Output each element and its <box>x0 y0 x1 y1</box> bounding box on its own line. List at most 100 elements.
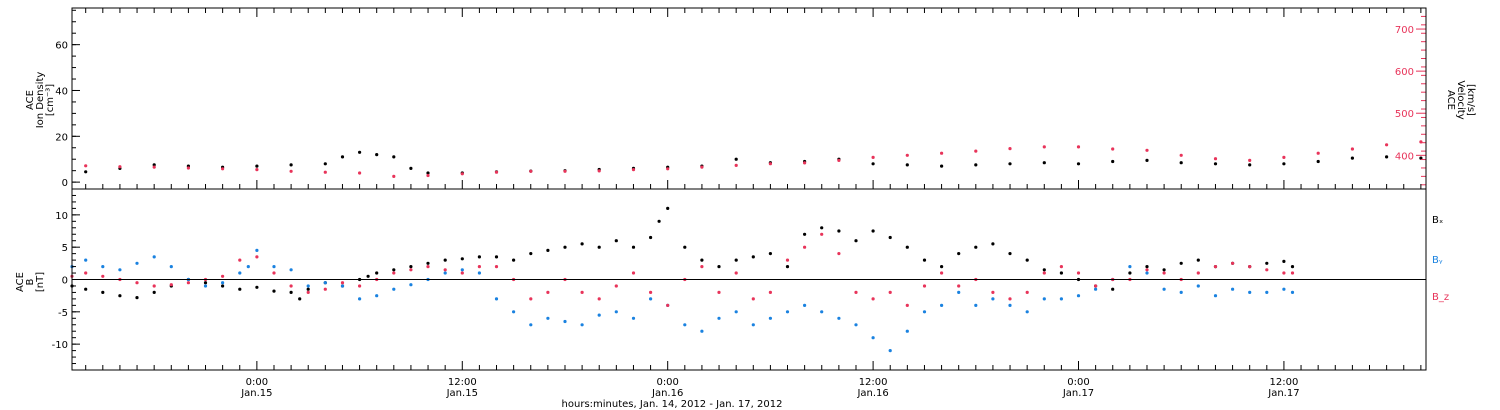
density-point-34 <box>940 164 944 168</box>
by-point-3 <box>118 268 122 272</box>
top-right-tick-label-0: 400 <box>1395 151 1414 162</box>
bx-point-69 <box>1196 258 1200 262</box>
bx-point-1 <box>84 287 88 291</box>
legend-bz: B_z <box>1432 292 1449 303</box>
bx-point-22 <box>409 265 413 269</box>
velocity-point-25 <box>529 169 533 173</box>
density-point-45 <box>1316 159 1320 164</box>
bz-point-31 <box>597 297 601 301</box>
x-tick-label-time-5: 12:00 <box>1270 377 1299 388</box>
top-ylabel-right-1: ACE <box>1445 90 1456 110</box>
bz-point-23 <box>460 271 464 275</box>
bx-point-35 <box>631 245 636 249</box>
bottom-ylabel-2: B <box>25 278 36 285</box>
bx-point-47 <box>820 226 824 230</box>
density-point-36 <box>1008 162 1012 166</box>
bottom-tick-label-1: 5 <box>62 243 68 254</box>
velocity-point-34 <box>837 158 841 162</box>
by-point-38 <box>700 329 704 333</box>
velocity-point-48 <box>1316 151 1320 155</box>
x-tick-label-time-0: 0:00 <box>246 377 268 388</box>
legend-bx: Bₓ <box>1432 215 1443 226</box>
bz-point-55 <box>1008 297 1012 301</box>
bz-point-33 <box>631 271 636 275</box>
by-point-10 <box>238 271 242 275</box>
by-point-30 <box>563 319 567 324</box>
bottom-tick-label-4: -10 <box>52 340 68 351</box>
density-point-39 <box>1111 159 1115 164</box>
bx-point-39 <box>683 245 687 249</box>
density-point-13 <box>323 162 327 166</box>
bz-point-12 <box>272 271 276 275</box>
velocity-point-28 <box>631 168 636 172</box>
velocity-point-50 <box>1385 143 1389 147</box>
by-point-2 <box>101 265 105 269</box>
bx-point-52 <box>905 245 909 249</box>
bz-point-35 <box>666 303 670 307</box>
bz-point-54 <box>991 290 995 294</box>
bx-point-46 <box>803 232 807 236</box>
bx-point-26 <box>477 255 481 259</box>
top-right-tick-label-2: 600 <box>1395 67 1414 78</box>
bx-point-5 <box>152 290 156 294</box>
bx-point-42 <box>734 258 738 262</box>
by-point-31 <box>580 323 584 327</box>
bottom-tick-label-3: -5 <box>58 308 68 319</box>
by-point-33 <box>614 310 618 314</box>
velocity-point-14 <box>152 165 156 169</box>
top-right-tick-label-3: 700 <box>1395 25 1414 36</box>
by-point-24 <box>460 268 464 272</box>
density-point-43 <box>1248 163 1252 167</box>
velocity-point-49 <box>1350 147 1354 151</box>
bz-point-64 <box>1162 271 1166 275</box>
bz-point-52 <box>957 284 961 288</box>
density-point-40 <box>1145 158 1149 162</box>
bx-point-19 <box>366 274 370 278</box>
density-point-15 <box>358 150 362 154</box>
bx-point-54 <box>940 265 944 269</box>
bz-point-34 <box>649 290 653 294</box>
bz-point-44 <box>820 232 824 236</box>
velocity-point-45 <box>1213 157 1218 161</box>
bz-point-63 <box>1145 268 1149 272</box>
velocity-point-32 <box>768 162 773 166</box>
density-point-44 <box>1282 162 1286 166</box>
bx-point-34 <box>614 239 618 243</box>
density-point-47 <box>1385 155 1389 159</box>
bottom-tick-label-2: 0 <box>62 276 68 287</box>
x-tick-label-time-3: 12:00 <box>859 377 888 388</box>
bz-point-43 <box>803 245 807 249</box>
bz-point-58 <box>1059 265 1063 269</box>
bz-point-2 <box>101 274 105 278</box>
velocity-point-42 <box>1111 147 1115 151</box>
bx-point-23 <box>426 261 430 265</box>
density-point-42 <box>1213 162 1218 166</box>
bx-point-45 <box>785 265 790 269</box>
bz-point-4 <box>135 281 139 285</box>
velocity-point-20 <box>358 171 362 175</box>
bz-point-39 <box>734 271 738 275</box>
velocity-point-21 <box>392 174 396 178</box>
bz-point-21 <box>426 265 430 269</box>
bz-point-38 <box>717 290 721 294</box>
bx-point-36 <box>649 235 653 240</box>
by-point-35 <box>649 297 653 301</box>
density-point-41 <box>1179 161 1183 165</box>
velocity-point-38 <box>974 149 978 153</box>
bz-point-19 <box>392 271 396 275</box>
bz-point-14 <box>306 290 310 294</box>
by-point-13 <box>272 265 276 269</box>
density-point-11 <box>255 164 259 168</box>
by-point-48 <box>871 336 875 340</box>
bottom-panel-frame <box>71 188 1427 371</box>
bz-point-47 <box>871 297 875 301</box>
bz-point-6 <box>169 283 173 287</box>
by-point-20 <box>392 287 396 291</box>
by-point-39 <box>717 316 721 320</box>
bz-point-45 <box>837 252 841 256</box>
density-point-28 <box>734 157 738 161</box>
by-point-15 <box>306 284 310 288</box>
bz-point-56 <box>1025 290 1029 294</box>
x-tick-label-date-3: Jan.16 <box>856 388 888 399</box>
